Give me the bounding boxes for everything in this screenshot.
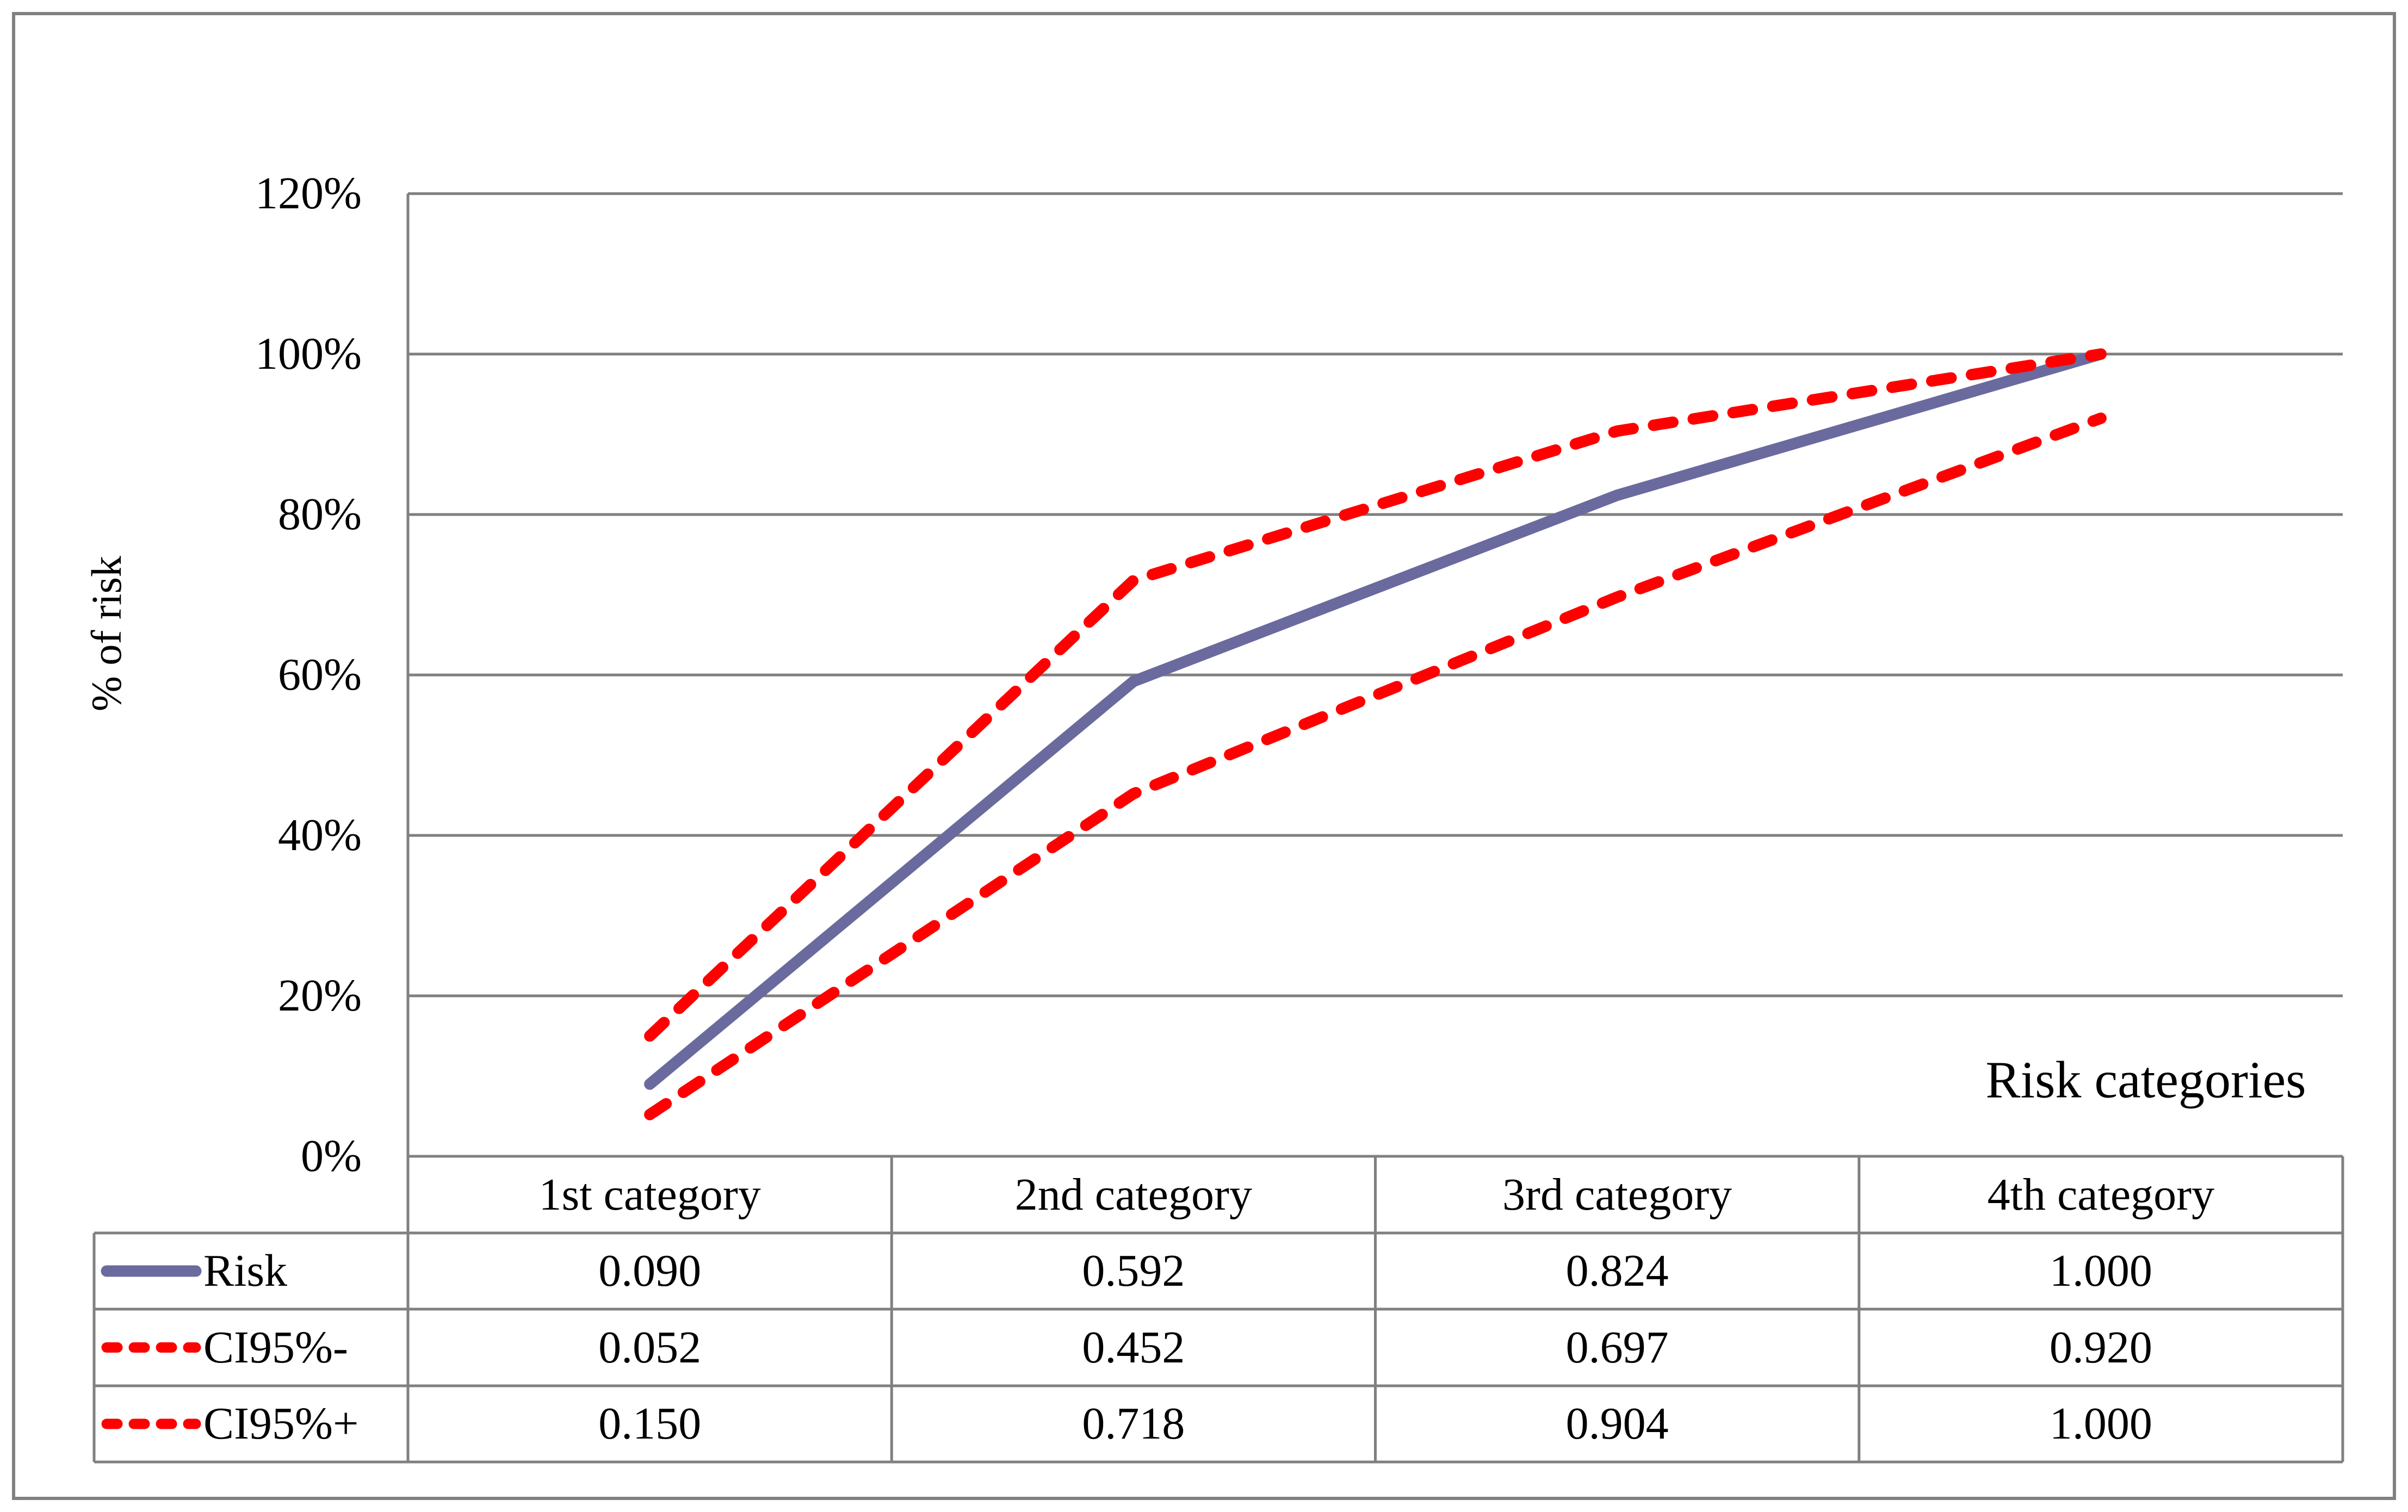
legend-label-ci95pctminus: CI95%- — [203, 1322, 348, 1373]
table-cell-ci95pctplus-2nd-category: 0.718 — [1082, 1398, 1185, 1449]
column-header-3rd-category: 3rd category — [1502, 1169, 1732, 1220]
figure-border — [12, 12, 2396, 1500]
table-cell-ci95pctminus-4th-category: 0.920 — [2049, 1322, 2152, 1373]
y-tick-label-80pct: 80% — [278, 489, 362, 540]
column-header-2nd-category: 2nd category — [1014, 1169, 1252, 1220]
legend-label-risk: Risk — [203, 1245, 288, 1296]
table-cell-risk-1st-category: 0.090 — [598, 1245, 702, 1296]
y-tick-label-20pct: 20% — [278, 970, 362, 1021]
table-cell-ci95pctplus-1st-category: 0.150 — [598, 1398, 702, 1449]
table-cell-risk-3rd-category: 0.824 — [1565, 1245, 1669, 1296]
y-tick-label-60pct: 60% — [278, 649, 362, 700]
x-axis-title: Risk categories — [1985, 1050, 2306, 1109]
legend-label-ci95pctplus: CI95%+ — [203, 1398, 359, 1449]
column-header-4th-category: 4th category — [1987, 1169, 2215, 1220]
y-tick-label-100pct: 100% — [255, 329, 362, 379]
y-tick-label-0pct: 0% — [301, 1131, 362, 1181]
y-tick-label-40pct: 40% — [278, 810, 362, 860]
table-cell-ci95pctplus-4th-category: 1.000 — [2049, 1398, 2152, 1449]
table-cell-ci95pctplus-3rd-category: 0.904 — [1565, 1398, 1669, 1449]
series-line-ci95pctminus — [644, 412, 2107, 1120]
y-tick-label-120pct: 120% — [255, 168, 362, 219]
table-cell-ci95pctminus-1st-category: 0.052 — [598, 1322, 702, 1373]
column-header-1st-category: 1st category — [538, 1169, 761, 1220]
table-cell-ci95pctminus-2nd-category: 0.452 — [1082, 1322, 1185, 1373]
series-line-ci95pctplus — [644, 348, 2107, 1042]
table-cell-risk-2nd-category: 0.592 — [1082, 1245, 1185, 1296]
table-cell-ci95pctminus-3rd-category: 0.697 — [1565, 1322, 1669, 1373]
series-line-risk — [644, 348, 2107, 1090]
table-cell-risk-4th-category: 1.000 — [2049, 1245, 2152, 1296]
